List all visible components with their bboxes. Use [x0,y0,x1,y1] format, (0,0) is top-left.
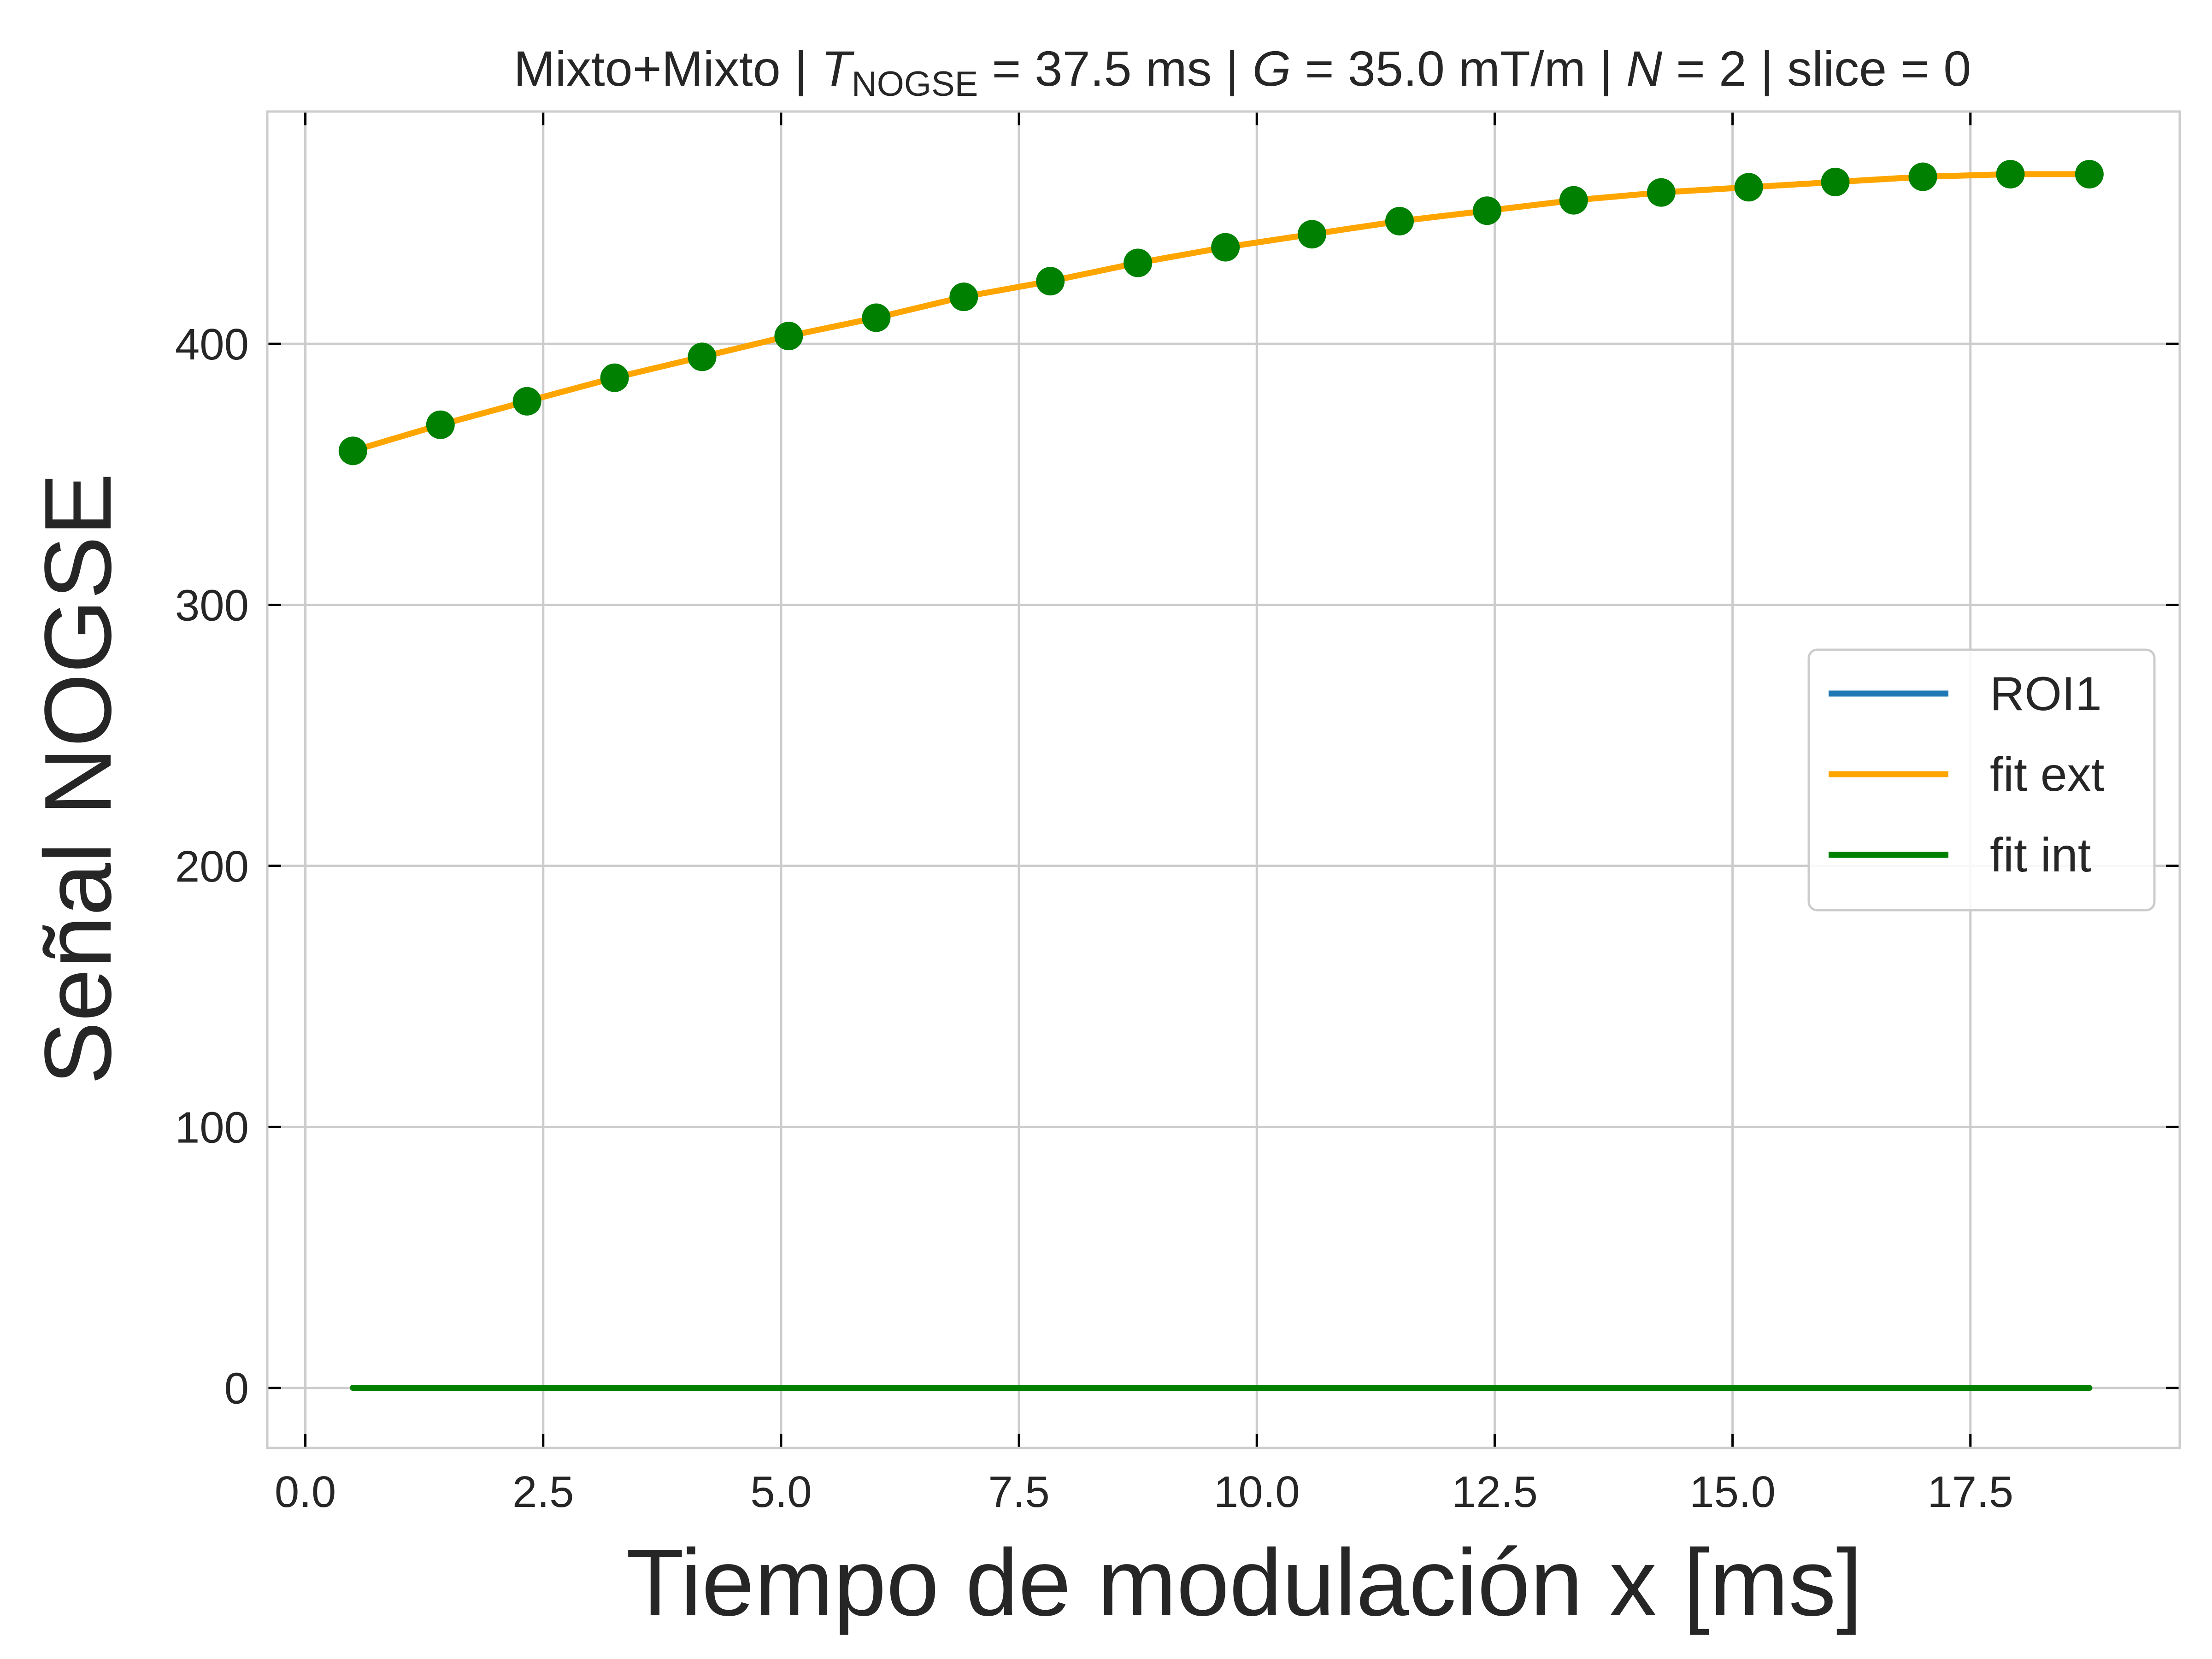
data-point [1996,159,2025,188]
data-point [774,322,803,351]
data-point [512,387,541,416]
plot-frame [266,110,2181,1449]
data-point [338,436,367,465]
data-point [600,363,629,392]
legend: ROI1 fit ext fit int [1807,648,2156,912]
data-point [688,342,717,371]
y-tick-labels: 0 100 200 300 400 [175,320,249,1413]
x-tick-label: 17.5 [1927,1467,2013,1517]
y-tick-label: 0 [224,1364,249,1413]
data-point [1821,167,1850,196]
data-point [1124,248,1153,277]
data-point [1036,267,1065,296]
axis-ticks [267,112,2180,1448]
x-tick-label: 15.0 [1689,1467,1776,1517]
x-tick-label: 12.5 [1452,1467,1538,1517]
series-line-fit-ext [350,171,2093,454]
data-point [1559,186,1588,215]
data-point [1908,162,1937,191]
x-tick-labels: 0.0 2.5 5.0 7.5 10.0 12.5 15.0 17.5 [275,1467,2013,1517]
y-tick-label: 100 [175,1103,249,1152]
data-point [1734,173,1763,202]
y-tick-label: 300 [175,581,249,630]
x-axis-title: Tiempo de modulación x [ms] [626,1530,1863,1635]
x-tick-label: 2.5 [512,1467,574,1517]
data-point [1472,196,1501,225]
data-point [1647,178,1676,207]
data-point [1211,233,1240,262]
chart-title: Mixto+Mixto | TNOGSE = 37.5 ms | G = 35.… [514,41,1971,104]
data-points [338,159,2104,465]
legend-label: fit int [1990,829,2091,882]
data-point [949,282,978,312]
data-point [1385,206,1414,235]
y-tick-label: 200 [175,842,249,891]
x-tick-label: 0.0 [275,1467,336,1517]
x-tick-label: 7.5 [988,1467,1049,1517]
data-point [426,410,455,439]
y-tick-label: 400 [175,320,249,369]
x-tick-label: 10.0 [1214,1467,1300,1517]
legend-label: fit ext [1990,748,2105,801]
legend-box [1807,648,2156,912]
x-tick-label: 5.0 [750,1467,812,1517]
data-point [862,303,891,332]
y-axis-title: Señal NOGSE [25,473,131,1085]
data-point [1298,220,1327,249]
data-point [2075,159,2104,188]
legend-label: ROI1 [1990,667,2102,721]
